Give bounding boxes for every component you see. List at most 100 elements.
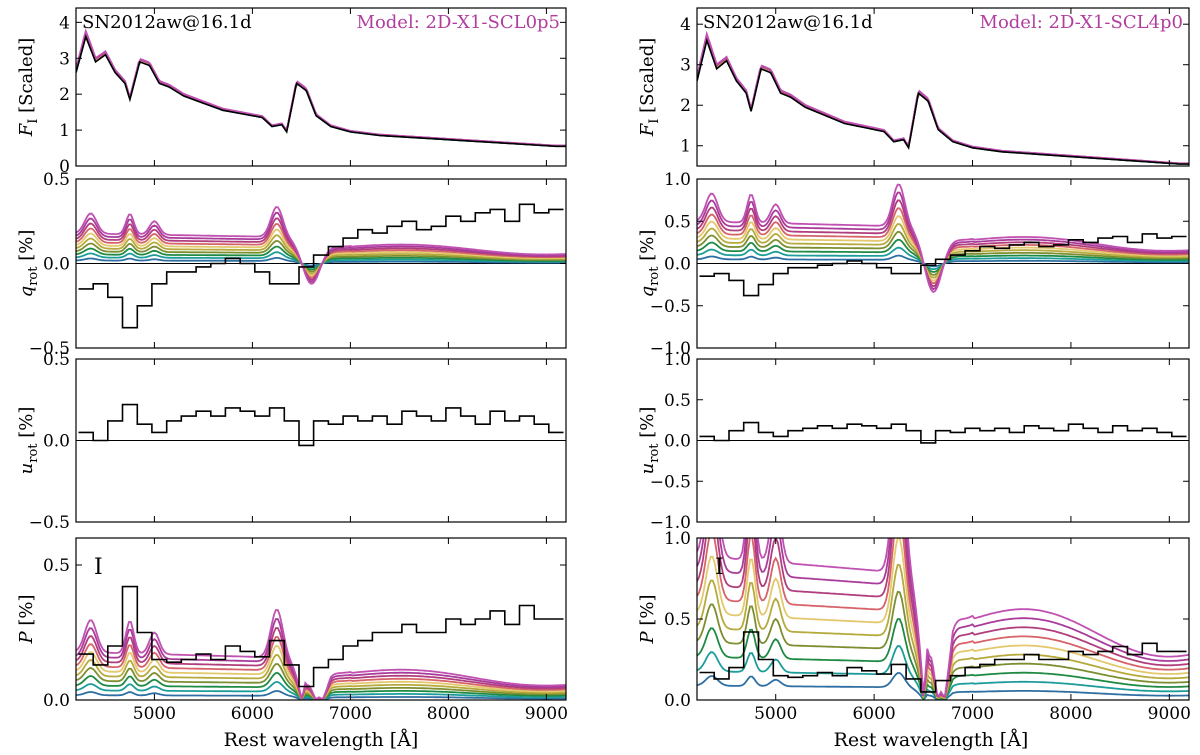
y-label-subscript: rot <box>26 443 41 463</box>
plot-area-q-0 <box>76 203 566 329</box>
y-tick-label: 1.0 <box>664 529 691 549</box>
y-tick-label: 3 <box>680 56 691 76</box>
x-tick-label: 5000 <box>133 704 176 724</box>
model-line-6 <box>697 32 1189 165</box>
model-line-7 <box>76 29 566 147</box>
model-line-9 <box>697 183 1189 294</box>
y-tick-label: 1.0 <box>664 170 691 190</box>
y-axis-label-q: qrot [%] <box>16 230 41 298</box>
y-axis-label-p: P [%] <box>16 595 37 645</box>
observed-u-step <box>78 403 564 447</box>
y-tick-label: 0.5 <box>664 391 691 411</box>
y-tick-label: 0.5 <box>664 610 691 630</box>
y-tick-label: −0.5 <box>650 472 691 492</box>
x-tick-label: 7000 <box>329 704 372 724</box>
plot-area-u-0 <box>76 403 566 447</box>
y-tick-label: 4 <box>680 15 691 35</box>
y-label-symbol: F <box>637 122 658 137</box>
observed-p-step <box>699 631 1187 693</box>
observed-flux-line <box>76 34 566 148</box>
plot-area-u-1 <box>697 421 1189 444</box>
model-line-3 <box>76 31 566 147</box>
plot-area-p-0 <box>76 585 566 700</box>
panel-p-0: 0.0 0.5 5000 6000 7000 8000 9000 P [%] I <box>16 537 568 724</box>
y-label-subscript: rot <box>26 266 41 286</box>
y-tick-label: −1.0 <box>650 339 691 359</box>
plot-area-q-1 <box>697 183 1189 297</box>
y-label-subscript: I <box>647 119 662 124</box>
y-tick-label: 2 <box>680 96 691 116</box>
axes-frame <box>75 537 567 701</box>
panel-u-0: −0.5 0.0 0.5 urot [%] <box>16 350 567 533</box>
y-label-unit: [%] <box>637 230 658 267</box>
model-line-4 <box>76 31 566 147</box>
model-line-8 <box>76 28 566 147</box>
model-line-9 <box>697 30 1189 165</box>
panel-p-1: 0.0 0.5 1.0 5000 6000 7000 8000 9000 P [%] I <box>637 529 1191 724</box>
y-label-symbol: u <box>16 463 37 475</box>
y-tick-label: 0.0 <box>43 255 70 275</box>
model-line-6 <box>76 29 566 147</box>
model-line-8 <box>76 211 566 283</box>
y-label-unit: [%] <box>637 595 658 632</box>
x-tick-label: 7000 <box>951 704 994 724</box>
y-tick-label: 0.5 <box>664 212 691 232</box>
model-line-9 <box>697 538 1189 698</box>
panel-q-0: −0.5 0.0 0.5 qrot [%] <box>16 170 567 359</box>
y-label-symbol: P <box>16 631 37 645</box>
y-axis-label-flux: FI [Scaled] <box>637 38 662 137</box>
y-label-subscript: I <box>26 119 41 124</box>
axes-frame <box>75 7 567 167</box>
y-tick-label: 0.5 <box>43 350 70 370</box>
y-tick-label: 0.0 <box>664 432 691 452</box>
y-label-unit: [Scaled] <box>16 38 37 119</box>
y-tick-label: 0 <box>59 157 70 177</box>
model-line-7 <box>697 32 1189 165</box>
model-line-2 <box>76 32 566 148</box>
x-tick-label: 8000 <box>1049 704 1092 724</box>
y-label-unit: [Scaled] <box>637 38 658 119</box>
x-tick-label: 6000 <box>852 704 895 724</box>
x-tick-label: 6000 <box>231 704 274 724</box>
y-tick-label: 0.0 <box>664 691 691 711</box>
y-tick-label: −0.5 <box>650 297 691 317</box>
model-line-5 <box>76 30 566 147</box>
x-tick-label: 8000 <box>427 704 470 724</box>
observed-q-step <box>78 203 564 329</box>
y-axis-label-p: P [%] <box>637 595 658 645</box>
model-line-3 <box>697 34 1189 165</box>
y-label-symbol: u <box>637 463 658 475</box>
model-line-4 <box>697 33 1189 165</box>
y-axis-label-flux: FI [Scaled] <box>16 38 41 137</box>
observed-p-step <box>78 585 564 688</box>
x-tick-label: 9000 <box>525 704 568 724</box>
y-label-unit: [%] <box>637 407 658 444</box>
model-line-9 <box>76 609 566 700</box>
y-label-subscript: rot <box>647 443 662 463</box>
y-tick-label: 1 <box>680 137 691 157</box>
y-tick-label: 1 <box>59 121 70 141</box>
x-tick-label: 5000 <box>754 704 797 724</box>
y-label-unit: [%] <box>16 230 37 267</box>
observed-q-step <box>699 233 1187 297</box>
error-bar-glyph: I <box>715 555 724 580</box>
model-line-0 <box>697 36 1189 165</box>
y-tick-label: 0.5 <box>43 556 70 576</box>
model-line-1 <box>697 35 1189 165</box>
panel-flux-0: 0 1 2 3 4 FI [Scaled] SN2012aw@16.1d Model: 2D-… <box>16 7 567 177</box>
model-line-5 <box>697 33 1189 165</box>
model-line-8 <box>697 191 1189 291</box>
panel-u-1: −1.0 −0.5 0.0 0.5 1.0 urot [%] <box>637 350 1190 533</box>
model-line-9 <box>76 206 566 285</box>
y-tick-label: 3 <box>59 49 70 69</box>
y-tick-label: 0.5 <box>43 170 70 190</box>
y-axis-label-u: urot [%] <box>637 407 662 475</box>
model-line-8 <box>697 31 1189 165</box>
y-label-unit: [%] <box>16 407 37 444</box>
panel-q-1: −1.0 −0.5 0.0 0.5 1.0 qrot [%] <box>637 170 1190 359</box>
object-label: SN2012aw@16.1d <box>703 12 873 33</box>
y-tick-label: −0.5 <box>29 513 70 533</box>
panel-flux-1: 1 2 3 4 FI [Scaled] SN2012aw@16.1d Model: 2D-X… <box>637 7 1190 167</box>
